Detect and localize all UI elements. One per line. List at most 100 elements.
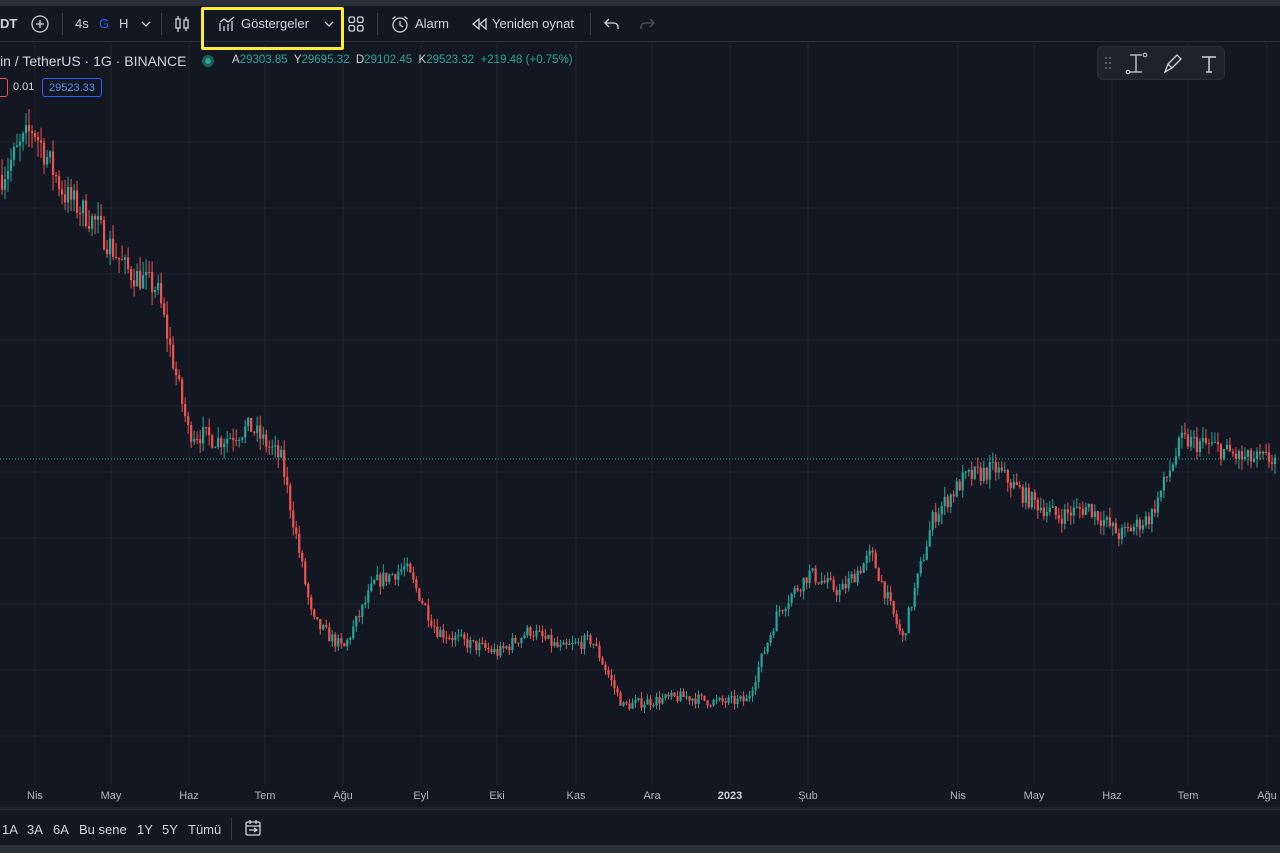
candle-body (1168, 470, 1172, 477)
candle-body (871, 550, 874, 553)
candle-body (610, 674, 613, 680)
range-3m[interactable]: 3A (27, 822, 43, 837)
drag-handle-icon[interactable] (1104, 56, 1112, 75)
candle-body (1204, 438, 1208, 444)
candle-body (829, 578, 832, 580)
candle-body (922, 559, 925, 562)
interval-1w[interactable]: H (119, 16, 129, 31)
candle-body (841, 584, 844, 590)
candle-body (1111, 522, 1114, 527)
indicators-button[interactable]: Göstergeler (241, 16, 309, 31)
candle-body (1246, 450, 1250, 457)
range-all[interactable]: Tümü (188, 822, 222, 837)
candle-body (322, 625, 325, 630)
buy-button[interactable]: 29523.33 (42, 78, 102, 97)
candle-body (1021, 486, 1024, 503)
candle-body (172, 344, 175, 369)
candle-body (949, 494, 952, 508)
candle-body (0, 174, 4, 190)
candle-body (15, 145, 19, 147)
candle-body (259, 425, 262, 439)
symbol-search[interactable]: DT (0, 16, 18, 31)
candle-body (904, 633, 907, 636)
interval-1d[interactable]: G (99, 16, 110, 31)
candle-body (535, 630, 538, 637)
symbol-title[interactable]: in / TetherUS · 1G · BINANCE (0, 53, 187, 69)
candle-body (826, 578, 829, 583)
candle-body (901, 630, 904, 636)
candle-body (766, 642, 769, 653)
candle-body (346, 639, 349, 647)
range-6m[interactable]: 6A (53, 822, 69, 837)
candle-body (418, 588, 421, 601)
candle-body (646, 699, 649, 705)
plus-circle-icon[interactable] (30, 6, 50, 42)
candle-body (565, 642, 568, 645)
interval-4h[interactable]: 4s (75, 16, 89, 31)
candle-body (619, 692, 622, 706)
candle-body (313, 609, 316, 618)
candle-body (688, 696, 691, 701)
chevron-down-icon[interactable] (140, 6, 152, 42)
candle-body (667, 694, 670, 697)
candle-body (706, 700, 709, 706)
candle-body (937, 514, 940, 522)
candle-body (484, 643, 487, 649)
range-1m[interactable]: 1A (2, 822, 18, 837)
candle-body (217, 437, 220, 448)
range-5y[interactable]: 5Y (162, 822, 178, 837)
replay-icon[interactable] (470, 6, 488, 42)
candle-body (934, 512, 937, 522)
candle-body (1069, 512, 1072, 516)
candle-body (123, 257, 127, 260)
alarm-clock-icon[interactable] (390, 6, 410, 42)
candle-body (715, 699, 718, 701)
indicators-icon[interactable] (217, 6, 237, 42)
candle-body (66, 187, 70, 203)
redo-icon[interactable] (638, 6, 656, 42)
candle-body (1186, 434, 1190, 447)
candle-body (472, 640, 475, 642)
trend-line-icon[interactable] (1125, 52, 1149, 81)
candle-body (96, 216, 100, 220)
candle-body (1189, 437, 1193, 447)
candle-body (232, 437, 235, 441)
candle-body (955, 481, 958, 497)
candles-icon[interactable] (172, 6, 192, 42)
candle-body (1060, 518, 1063, 524)
range-1y[interactable]: 1Y (137, 822, 153, 837)
candle-body (157, 282, 160, 291)
candle-body (886, 592, 889, 599)
candle-body (1120, 527, 1123, 540)
series-legend[interactable]: in / TetherUS · 1G · BINANCE (0, 52, 214, 70)
candle-body (856, 570, 859, 583)
candle-body (442, 629, 445, 638)
candle-body (1030, 492, 1033, 508)
candle-body (105, 249, 109, 255)
candle-body (397, 571, 400, 580)
text-icon[interactable] (1197, 52, 1221, 81)
candle-body (36, 136, 40, 141)
date-range-icon[interactable] (243, 818, 263, 841)
x-axis-label: Tem (1178, 790, 1199, 802)
candle-body (111, 238, 115, 257)
candle-body (523, 635, 526, 639)
candle-body (760, 653, 763, 667)
brush-icon[interactable] (1161, 52, 1185, 81)
candle-body (382, 572, 385, 587)
candle-body (289, 485, 292, 511)
range-ytd[interactable]: Bu sene (79, 822, 127, 837)
sell-button[interactable] (0, 78, 8, 97)
candle-body (54, 174, 58, 177)
floating-drawing-toolbar (1097, 46, 1225, 80)
candle-body (271, 446, 274, 448)
indicators-chevron-icon[interactable] (323, 6, 335, 42)
candle-body (820, 580, 823, 584)
replay-button[interactable]: Yeniden oynat (492, 16, 574, 31)
candle-body (75, 190, 79, 213)
alarm-button[interactable]: Alarm (415, 16, 449, 31)
layouts-icon[interactable] (346, 6, 366, 42)
spread-value: 0.01 (13, 81, 35, 93)
undo-icon[interactable] (603, 6, 621, 42)
